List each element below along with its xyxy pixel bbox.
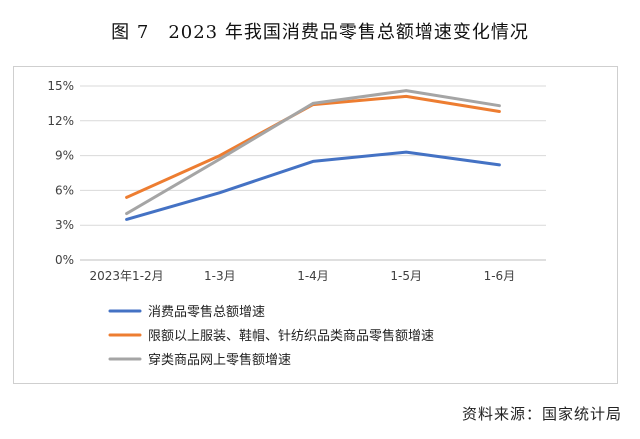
x-tick-label: 1-4月: [297, 269, 329, 283]
x-tick-label: 2023年1-2月: [90, 269, 164, 283]
y-tick-label: 15%: [47, 79, 74, 93]
chart-frame: [13, 66, 618, 384]
y-tick-label: 9%: [55, 149, 74, 163]
legend: 消费品零售总额增速限额以上服装、鞋帽、针纺织品类商品零售额增速穿类商品网上零售额…: [108, 304, 434, 368]
gridlines: [80, 85, 546, 261]
chart-title: 图 7 2023 年我国消费品零售总额增速变化情况: [111, 22, 529, 43]
legend-label: 穿类商品网上零售额增速: [148, 352, 291, 368]
y-tick-label: 3%: [55, 218, 74, 232]
y-tick-label: 12%: [47, 114, 74, 128]
y-tick-label: 6%: [55, 183, 74, 197]
x-tick-label: 1-5月: [390, 269, 422, 283]
x-tick-label: 1-6月: [484, 269, 516, 283]
y-axis-tick-labels: 0% 3% 6% 9% 12% 15%: [47, 79, 74, 267]
x-axis-tick-labels: 2023年1-2月 1-3月 1-4月 1-5月 1-6月: [90, 269, 516, 283]
legend-label: 消费品零售总额增速: [148, 304, 265, 320]
source-note: 资料来源：国家统计局: [461, 405, 622, 423]
legend-label: 限额以上服装、鞋帽、针纺织品类商品零售额增速: [148, 328, 434, 344]
x-tick-label: 1-3月: [204, 269, 236, 283]
y-tick-label: 0%: [55, 253, 74, 267]
series-line-3: [125, 89, 501, 216]
series-lines: [125, 89, 501, 221]
series-line-1: [125, 150, 501, 221]
